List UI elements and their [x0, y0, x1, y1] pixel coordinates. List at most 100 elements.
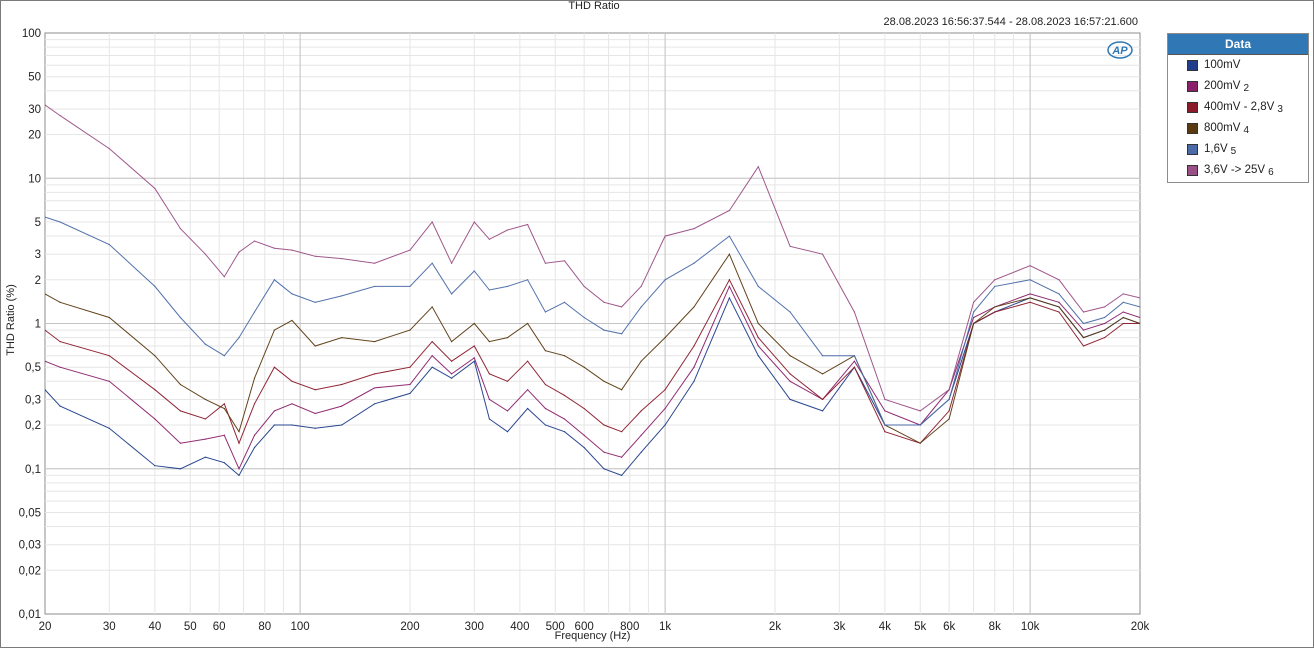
legend-item[interactable]: 800mV 4	[1168, 118, 1308, 139]
series-point	[45, 360, 46, 362]
series-point	[223, 407, 225, 410]
series-point	[994, 279, 996, 281]
series-point	[45, 216, 46, 218]
series-point	[204, 343, 206, 345]
series-point	[919, 410, 921, 412]
series-point	[544, 407, 547, 410]
series-point	[238, 336, 240, 339]
legend-label-index: 6	[1268, 167, 1274, 178]
y-tick-label: 0,2	[25, 420, 41, 432]
legend-header: Data	[1168, 34, 1308, 55]
x-tick-label: 80	[258, 621, 271, 633]
series-point	[204, 398, 206, 401]
series-point	[179, 410, 182, 412]
series-point	[527, 322, 529, 325]
series-point	[527, 360, 529, 362]
series-point	[693, 228, 695, 230]
series-point	[994, 306, 996, 308]
series-point	[291, 403, 293, 405]
y-tick-label: 100	[22, 28, 41, 40]
legend-item[interactable]: 200mV 2	[1168, 76, 1308, 97]
series-point	[544, 311, 547, 313]
series-point	[693, 262, 695, 264]
series-point	[59, 366, 61, 368]
series-point	[563, 394, 566, 396]
series-point	[789, 355, 791, 357]
series-point	[544, 350, 547, 352]
series-point	[853, 311, 855, 313]
series-point	[1058, 306, 1060, 308]
y-tick-label: 50	[28, 72, 41, 84]
series-point	[473, 270, 475, 272]
series-point	[238, 474, 240, 476]
series-point	[506, 431, 509, 433]
series-point	[1029, 297, 1031, 299]
series-point	[314, 389, 316, 391]
series-point	[253, 377, 256, 379]
series-point	[374, 285, 376, 288]
series-point	[583, 285, 585, 288]
series-point	[693, 345, 695, 347]
legend-item[interactable]: 100mV	[1168, 55, 1308, 76]
series-point	[1139, 322, 1140, 325]
legend-swatch	[1187, 165, 1198, 176]
series-point	[640, 306, 642, 308]
series-point	[603, 424, 605, 426]
series-point	[291, 380, 293, 382]
series-point	[994, 285, 996, 288]
x-tick-label: 20	[39, 621, 52, 633]
series-point	[728, 209, 730, 212]
series-point	[664, 336, 666, 339]
series-point	[314, 412, 316, 415]
x-tick-label: 800	[620, 621, 639, 633]
y-tick-label: 2	[35, 275, 41, 287]
series-point	[431, 341, 433, 343]
series-point	[409, 285, 411, 288]
legend-label: 800mV 4	[1204, 122, 1249, 136]
series-point	[238, 442, 240, 444]
legend-item[interactable]: 3,6V -> 25V 6	[1168, 160, 1308, 181]
series-point	[108, 427, 110, 429]
series-point	[1104, 306, 1106, 308]
series-point	[473, 221, 475, 223]
series-point	[154, 355, 156, 357]
legend-item[interactable]: 400mV - 2,8V 3	[1168, 97, 1308, 118]
series-point	[919, 442, 921, 444]
x-tick-label: 100	[291, 621, 310, 633]
series-point	[994, 311, 996, 313]
series-point	[253, 434, 256, 436]
series-point	[972, 301, 975, 303]
series-point	[972, 311, 975, 313]
series-point	[1082, 329, 1085, 331]
legend-swatch	[1187, 60, 1198, 71]
series-point	[154, 418, 156, 420]
series-point	[488, 398, 490, 401]
series-point	[108, 148, 110, 150]
series-point	[789, 245, 791, 247]
series-point	[853, 355, 855, 357]
series-point	[757, 285, 759, 288]
series-point	[693, 380, 695, 382]
x-tick-label: 200	[400, 621, 419, 633]
series-point	[757, 355, 759, 357]
series-point	[154, 187, 156, 190]
series-point	[314, 255, 316, 257]
series-point	[374, 373, 376, 375]
series-point	[640, 360, 642, 362]
series-point	[583, 446, 585, 449]
series-point	[1082, 345, 1085, 347]
series-point	[59, 341, 61, 343]
series-point	[59, 301, 61, 303]
series-point	[821, 410, 824, 412]
y-tick-label: 30	[28, 104, 41, 116]
series-point	[204, 456, 206, 458]
series-point	[583, 366, 585, 368]
legend-label: 400mV - 2,8V 3	[1204, 101, 1283, 115]
legend-item[interactable]: 1,6V 5	[1168, 139, 1308, 160]
series-point	[527, 407, 529, 410]
series-point	[972, 316, 975, 319]
series-point	[583, 316, 585, 319]
series-point	[757, 166, 759, 168]
series-point	[789, 380, 791, 382]
series-point	[291, 319, 293, 322]
